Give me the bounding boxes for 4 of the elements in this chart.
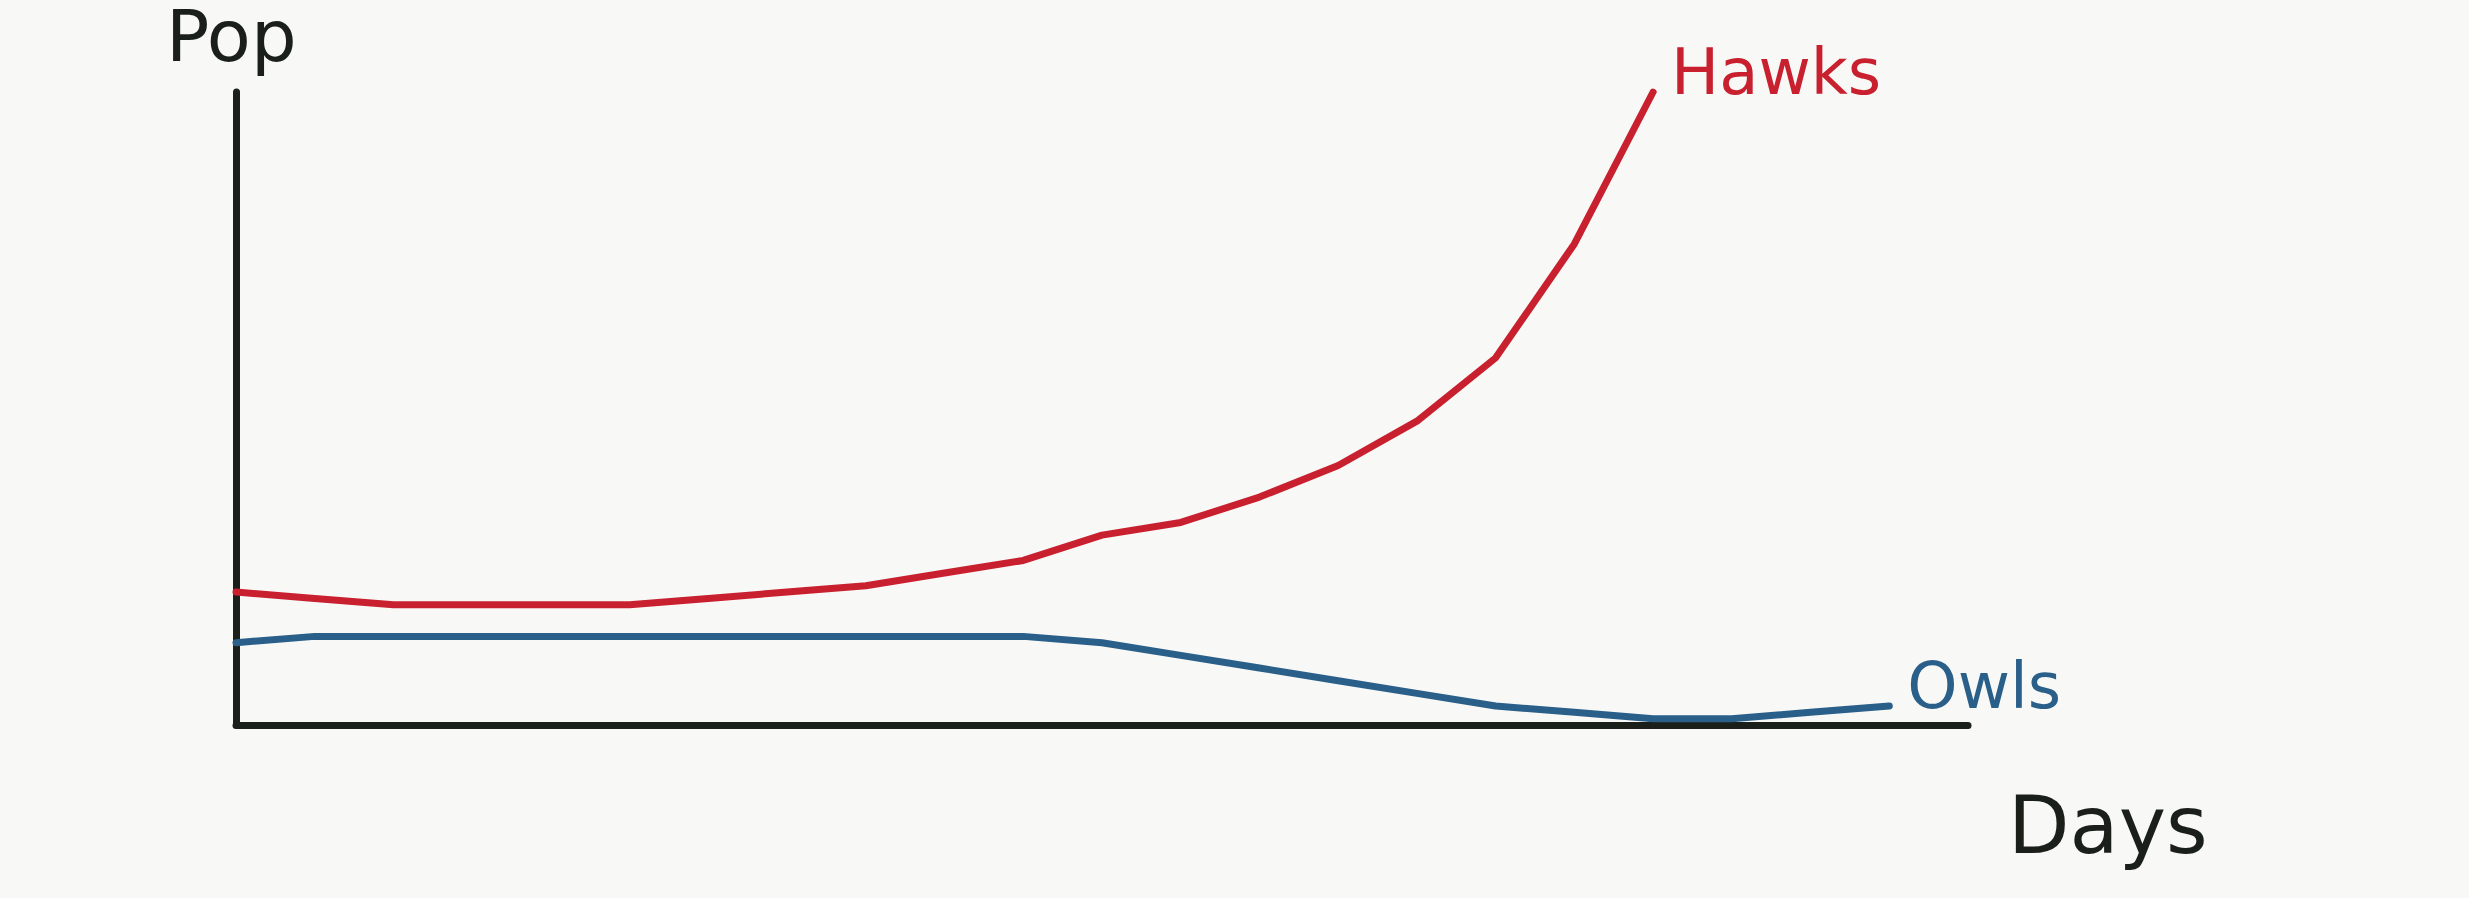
- series-label: Owls: [1907, 649, 2062, 724]
- series-label: Hawks: [1671, 35, 1882, 109]
- x-axis-title: Days: [2008, 778, 2208, 872]
- y-axis-title: Pop: [166, 0, 297, 78]
